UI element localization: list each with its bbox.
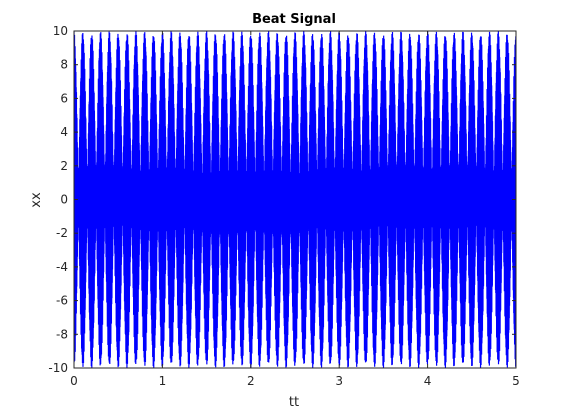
y-tick-label: 0	[60, 193, 68, 207]
y-tick-label: -10	[48, 361, 68, 375]
x-tick-label: 1	[159, 374, 167, 388]
y-tick-label: -6	[56, 294, 68, 308]
y-tick-label: 2	[60, 159, 68, 173]
y-axis: -10 -8 -6 -4 -2 0 2 4 6 8 10	[48, 24, 516, 375]
x-tick-label: 0	[70, 374, 78, 388]
x-tick-label: 3	[335, 374, 343, 388]
x-axis: 0 1 2 3 4 5	[70, 31, 520, 388]
x-tick-label: 2	[247, 374, 255, 388]
x-tick-label: 5	[512, 374, 520, 388]
chart-title: Beat Signal	[252, 12, 336, 27]
series-line	[74, 31, 516, 368]
y-axis-label: xx	[29, 192, 44, 208]
y-tick-label: 10	[53, 24, 68, 38]
y-tick-label: -8	[56, 327, 68, 341]
series-group	[74, 31, 516, 368]
x-tick-label: 4	[424, 374, 432, 388]
y-tick-label: -2	[56, 226, 68, 240]
y-tick-label: 6	[60, 91, 68, 105]
y-tick-label: 8	[60, 58, 68, 72]
y-tick-label: -4	[56, 260, 68, 274]
y-tick-label: 4	[60, 125, 68, 139]
x-axis-label: tt	[289, 395, 299, 410]
plot-area	[73, 30, 517, 369]
